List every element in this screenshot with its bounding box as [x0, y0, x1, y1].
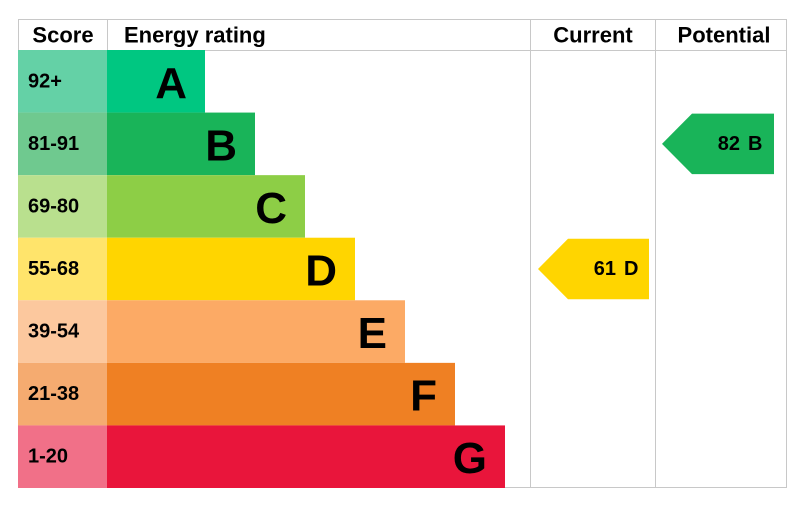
rating-bar — [107, 112, 255, 176]
current-rating: D — [624, 258, 638, 280]
rating-bar — [107, 50, 205, 113]
rating-bar — [107, 425, 505, 488]
score-label: 21-38 — [28, 383, 79, 405]
score-label: 81-91 — [28, 133, 79, 155]
band-letter: E — [358, 309, 387, 358]
rating-bar — [107, 362, 455, 426]
score-cell — [18, 362, 107, 426]
score-label: 69-80 — [28, 195, 79, 217]
score-label: 39-54 — [28, 321, 80, 343]
band-letter: B — [205, 121, 237, 170]
header-potential: Potential — [678, 23, 771, 48]
band-letter: F — [410, 372, 437, 421]
current-arrow — [538, 238, 649, 300]
rating-bar — [107, 237, 355, 301]
potential-value: 82 — [718, 133, 740, 155]
score-cell — [18, 237, 107, 301]
score-cell — [18, 112, 107, 176]
rating-bar — [107, 175, 305, 238]
header-energy-rating: Energy rating — [124, 23, 266, 48]
score-cell — [18, 425, 107, 488]
potential-arrow — [662, 113, 774, 175]
current-value: 61 — [594, 258, 616, 280]
score-label: 55-68 — [28, 258, 79, 280]
band-letter: G — [453, 434, 487, 483]
header-current: Current — [553, 23, 633, 48]
band-letter: D — [305, 247, 337, 296]
score-label: 1-20 — [28, 446, 68, 468]
rating-bar — [107, 300, 405, 363]
band-letter: A — [155, 59, 187, 108]
score-cell — [18, 300, 107, 363]
band-letter: C — [255, 184, 287, 233]
score-label: 92+ — [28, 70, 62, 92]
potential-rating: B — [748, 133, 762, 155]
score-cell — [18, 50, 107, 113]
score-cell — [18, 175, 107, 238]
header-score: Score — [32, 23, 93, 48]
